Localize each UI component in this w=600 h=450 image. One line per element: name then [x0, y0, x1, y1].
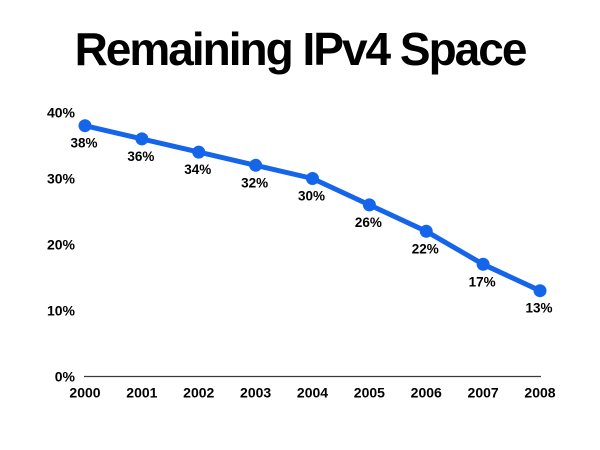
data-point: [78, 119, 92, 133]
y-axis-tick-label: 30%: [47, 171, 76, 187]
data-point-label: 22%: [412, 241, 439, 256]
data-point-label: 13%: [525, 301, 552, 316]
data-point: [533, 284, 547, 298]
x-axis-tick-label: 2006: [411, 385, 442, 401]
x-axis-tick-label: 2001: [126, 385, 157, 401]
x-axis-tick-label: 2003: [240, 385, 271, 401]
data-point-label: 38%: [70, 136, 97, 151]
data-point-label: 36%: [127, 149, 154, 164]
data-point: [362, 198, 376, 212]
data-point: [476, 257, 490, 271]
x-axis-tick-label: 2002: [183, 385, 214, 401]
x-axis-tick-label: 2008: [524, 385, 555, 401]
data-point: [135, 132, 149, 146]
y-axis-tick-label: 0%: [55, 369, 76, 385]
x-axis-tick-label: 2004: [297, 385, 328, 401]
data-point-label: 26%: [355, 215, 382, 230]
data-point: [306, 172, 319, 185]
x-axis-tick-label: 2000: [69, 385, 100, 401]
y-axis-tick-label: 10%: [47, 303, 76, 319]
y-axis-tick-label: 20%: [47, 237, 76, 253]
data-point-label: 34%: [184, 162, 211, 177]
y-axis-tick-label: 40%: [47, 105, 76, 121]
x-axis-tick-label: 2007: [468, 385, 499, 401]
data-point-label: 17%: [469, 274, 496, 289]
data-point: [249, 158, 263, 172]
x-axis-tick-label: 2005: [354, 385, 385, 401]
data-point-label: 32%: [241, 175, 268, 190]
data-point: [419, 224, 433, 238]
data-point-label: 30%: [298, 189, 325, 204]
chart-title: Remaining IPv4 Space: [74, 23, 528, 75]
data-point: [192, 145, 206, 159]
